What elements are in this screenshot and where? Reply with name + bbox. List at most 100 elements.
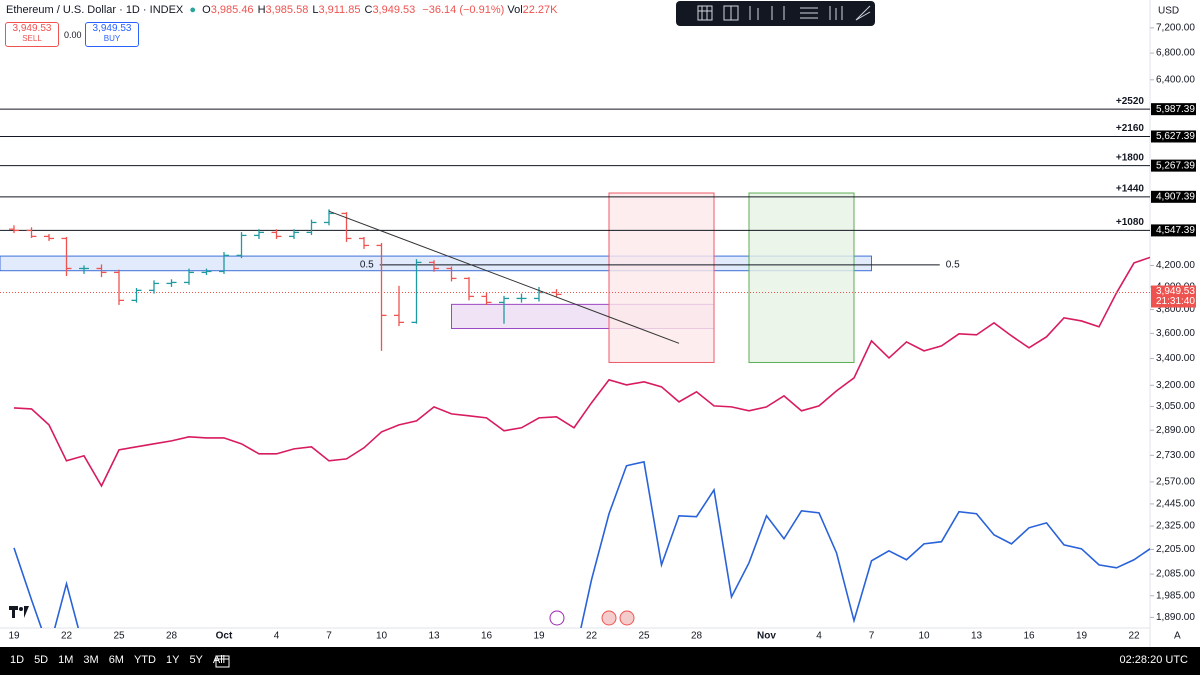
x-tick-label: 10 [918,631,930,642]
y-tick-label: 1,985.00 [1156,590,1195,601]
legend-header: Ethereum / U.S. Dollar · 1D · INDEX ● O3… [6,4,558,16]
vol: 22.27K [522,4,558,16]
x-tick-label: 16 [481,631,493,642]
indicator-line [13,547,80,628]
x-tick-label: 19 [1076,631,1088,642]
timeframe[interactable]: 5D [34,654,49,666]
x-tick-label: Oct [216,631,233,642]
level-label: 4,547.39 [1156,225,1195,236]
symbol[interactable]: Ethereum / U.S. Dollar · 1D · INDEX [6,4,184,16]
timeframe[interactable]: 1M [58,654,74,666]
ohlc-key: H [257,4,266,16]
price-label: 3,949.53 [1156,286,1195,297]
x-tick-label: 25 [113,631,125,642]
buy-label: BUY [103,34,121,43]
level-badge [1151,190,1196,203]
sell-label: SELL [22,34,42,43]
y-tick-label: 2,570.00 [1156,477,1195,488]
plot: +2520 +2160 +1800 +1440 +1080 0.5 0.5 [0,96,1150,628]
y-tick-label: 3,050.00 [1156,401,1195,412]
level-name: +2520 [1116,96,1145,107]
timeframe[interactable]: 5Y [189,654,203,666]
clock: 02:28:20 UTC [1119,654,1188,666]
x-tick-label: 10 [376,631,388,642]
ohlc-key: L [312,4,319,16]
auto-scale[interactable]: A [1174,631,1181,642]
level-label: 5,987.39 [1156,104,1195,115]
y-tick-label: 6,800.00 [1156,48,1195,59]
ohlc-value: 3,985.46 [210,4,254,16]
y-tick-label: 3,800.00 [1156,304,1195,315]
x-tick-label: 13 [428,631,440,642]
buy-button[interactable]: 3,949.53 BUY [85,22,139,47]
level-badge [1151,224,1196,237]
trendline [328,210,680,344]
y-tick-label: 3,400.00 [1156,353,1195,364]
x-tick-label: 19 [533,631,545,642]
y-tick-label: 2,205.00 [1156,544,1195,555]
currency[interactable]: USD [1158,6,1179,17]
x-tick-label: 16 [1023,631,1035,642]
sell-button[interactable]: 3,949.53 SELL [5,22,59,47]
level-label: 5,267.39 [1156,160,1195,171]
bottom-toolbar: 1D 5D 1M 3M 6M YTD 1Y 5Y All 02:28:20 UTC [0,647,1200,675]
level-badge [1151,103,1196,116]
y-tick-label: 2,445.00 [1156,499,1195,510]
timeframe[interactable]: 1D [10,654,25,666]
x-tick-label: 25 [638,631,650,642]
price-axis: 7,200.006,800.006,400.004,200.004,000.00… [8,23,1196,642]
buy-price: 3,949.53 [92,23,132,34]
y-tick-label: 6,400.00 [1156,74,1195,85]
drawing-toolbar[interactable] [676,1,875,26]
toolbar-icons [697,5,871,21]
y-tick-label: 1,890.00 [1156,612,1195,623]
x-tick-label: 22 [1128,631,1140,642]
change: −36.14 (−0.91%) [422,4,505,16]
fib-label: 0.5 [946,260,960,271]
timeframe[interactable]: 1Y [165,654,180,666]
y-tick-label: 7,200.00 [1156,23,1195,34]
indicator-line [13,256,1150,488]
timeframe[interactable]: 3M [83,654,99,666]
ohlc: O3,985.46 H3,985.58 L3,911.85 C3,949.53 [202,4,419,16]
y-tick-label: 4,200.00 [1156,260,1195,271]
y-tick-label: 3,200.00 [1156,380,1195,391]
x-tick-label: 4 [816,631,822,642]
level-label: 4,907.39 [1156,191,1195,202]
x-tick-label: Nov [757,631,776,642]
x-tick-label: 7 [326,631,332,642]
level-name: +1800 [1116,152,1145,163]
fib-label: 0.5 [360,260,374,271]
ohlc-key: O [202,4,211,16]
level-label: 5,627.39 [1156,131,1195,142]
y-tick-label: 3,600.00 [1156,328,1195,339]
ohlc-key: C [364,4,373,16]
level-badge [1151,130,1196,143]
y-tick-label: 2,085.00 [1156,569,1195,580]
x-tick-label: 7 [869,631,875,642]
spread: 0.00 [64,30,82,40]
ohlc-value: 3,911.85 [318,4,361,16]
x-tick-label: 28 [166,631,178,642]
x-tick-label: 22 [586,631,598,642]
x-tick-label: 4 [274,631,280,642]
timeframe[interactable]: 6M [108,654,124,666]
zone [748,192,855,363]
x-tick-label: 19 [8,631,20,642]
vol-key: Vol [507,4,523,16]
timeframe[interactable]: YTD [133,654,156,666]
tv-logo [9,606,29,618]
event-icons[interactable] [549,610,635,626]
countdown: 21:31:40 [1156,296,1195,307]
zone [608,192,715,363]
date-range-icon[interactable] [215,654,231,668]
x-tick-label: 13 [971,631,983,642]
x-tick-label: 28 [691,631,703,642]
level-badge [1151,159,1196,172]
timeframes: 1D 5D 1M 3M 6M YTD 1Y 5Y All [10,654,225,666]
sell-price: 3,949.53 [12,23,52,34]
indicator-line [580,460,1150,628]
level-name: +1440 [1116,183,1145,194]
